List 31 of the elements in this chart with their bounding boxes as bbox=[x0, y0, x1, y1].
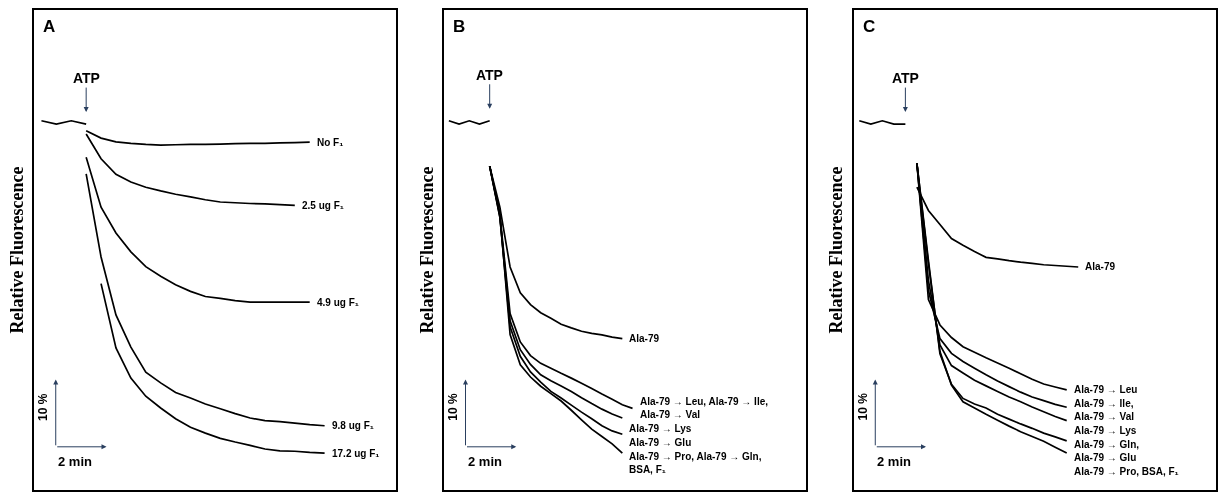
text: ATP bbox=[476, 67, 503, 83]
annotation: 2 min bbox=[877, 454, 912, 469]
annotation: 2 min bbox=[468, 454, 503, 469]
series-label: No F₁ bbox=[317, 137, 344, 148]
y-axis-title: Relative Fluorescence bbox=[6, 166, 27, 334]
series-label: Ala-79 → Leu, Ala-79 → Ile, Ala-79 → Val bbox=[640, 396, 769, 420]
series-label: 9.8 ug F₁ bbox=[332, 420, 374, 431]
series-label: Ala-79 bbox=[1085, 261, 1116, 272]
chart-title: C bbox=[863, 17, 876, 36]
annotation: 2 min bbox=[58, 454, 93, 469]
chart-title: B bbox=[453, 17, 466, 36]
series-label: Ala-79 → Ile, Ala-79 → Val bbox=[1074, 398, 1135, 422]
series-label: Ala-79 → Gln, Ala-79 → Glu bbox=[1074, 439, 1140, 463]
y-axis-title: Relative Fluorescence bbox=[416, 166, 437, 334]
annotation: 10 % bbox=[36, 393, 51, 421]
series-label: 2.5 ug F₁ bbox=[302, 200, 344, 211]
series-label: Ala-79 bbox=[629, 333, 660, 344]
series-label: Ala-79 → Glu bbox=[629, 437, 692, 448]
y-axis-title: Relative Fluorescence bbox=[826, 166, 847, 334]
series-label: Ala-79 → Pro, BSA, F₁ bbox=[1074, 466, 1179, 477]
series-label: Ala-79 → Lys bbox=[629, 423, 692, 434]
annotation: 10 % bbox=[855, 392, 870, 421]
series-label: Ala-79 → Pro, Ala-79 → Gln, BSA, F₁ bbox=[629, 451, 762, 475]
chart-title: A bbox=[43, 17, 56, 36]
text: ATP bbox=[73, 70, 100, 86]
series-label: Ala-79 → Leu bbox=[1074, 384, 1138, 395]
series-label: 4.9 ug F₁ bbox=[317, 297, 359, 308]
series-label: Ala-79 → Lys bbox=[1074, 425, 1137, 436]
series-label: 17.2 ug F₁ bbox=[332, 448, 380, 459]
annotation: 10 % bbox=[446, 393, 461, 421]
text: ATP bbox=[892, 70, 919, 86]
